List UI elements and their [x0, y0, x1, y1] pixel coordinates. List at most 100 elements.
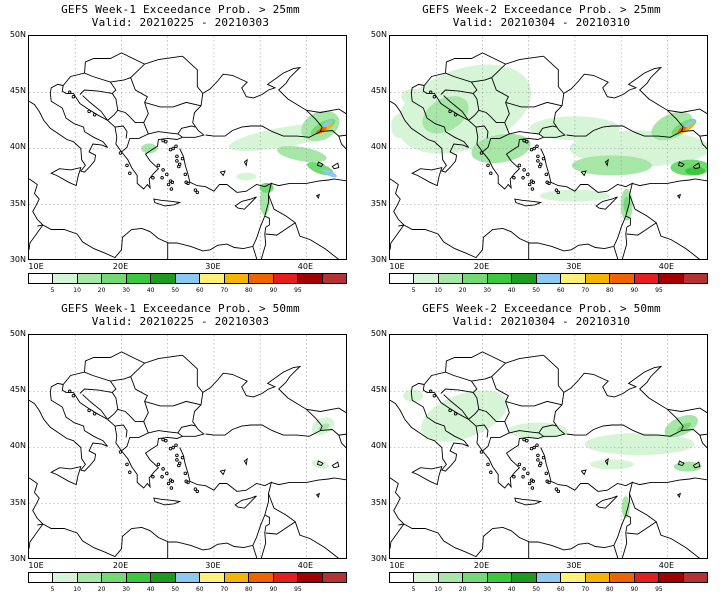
colorbar-tick-label: 90	[269, 287, 278, 294]
lon-tick-label: 20E	[112, 262, 129, 271]
colorbar-segment	[585, 274, 611, 283]
colorbar-segment	[322, 573, 347, 582]
lon-tick-label: 40E	[297, 561, 314, 570]
colorbar-segment	[634, 274, 660, 283]
colorbar-tick-label: 40	[146, 586, 155, 593]
colorbar-segment	[463, 274, 488, 283]
colorbar-tick-label: 40	[507, 586, 516, 593]
coastlines	[29, 52, 346, 259]
lat-tick-label: 40N	[370, 441, 387, 450]
colorbar-segment	[438, 274, 464, 283]
colorbar-segment	[53, 274, 78, 283]
coastlines	[29, 351, 346, 558]
colorbar-tick-label: 10	[73, 287, 81, 294]
colorbar-segment	[390, 274, 415, 283]
lat-tick-label: 50N	[9, 329, 26, 338]
lat-tick-label: 35N	[9, 498, 26, 507]
colorbar-tick-label: 5	[50, 287, 55, 294]
colorbar-segment	[610, 573, 635, 582]
lat-tick-label: 30N	[370, 554, 387, 563]
colorbar-tick-label: 10	[434, 287, 442, 294]
map-panel-2: GEFS Week-2 Exceedance Prob. > 25mm Valid…	[361, 0, 722, 299]
map-frame	[28, 35, 347, 260]
lat-tick-label: 30N	[9, 554, 26, 563]
colorbar-segment	[77, 573, 103, 582]
lat-tick-label: 50N	[9, 30, 26, 39]
colorbar-tick-label: 40	[146, 287, 155, 294]
colorbar-tick-label: 40	[507, 287, 516, 294]
colorbar-segment	[536, 274, 562, 283]
colorbar-segment	[487, 573, 513, 582]
colorbar-tick-label: 80	[244, 586, 253, 593]
colorbar-segment	[561, 573, 586, 582]
colorbar-segment	[249, 274, 274, 283]
colorbar-segment	[298, 274, 323, 283]
colorbar-segment	[659, 274, 684, 283]
colorbar-tick-label: 90	[269, 586, 278, 593]
colorbar-tick-label: 50	[171, 287, 180, 294]
colorbar-tick-label: 50	[171, 586, 180, 593]
colorbar-segment	[585, 573, 611, 582]
precip-shading	[391, 64, 707, 221]
colorbar-segment	[536, 573, 562, 582]
colorbar-tick-label: 95	[294, 586, 302, 593]
map-canvas	[29, 335, 346, 558]
colorbar-tick-label: 30	[122, 287, 131, 294]
panel-title: GEFS Week-2 Exceedance Prob. > 50mm	[422, 302, 661, 315]
lat-tick-label: 40N	[370, 142, 387, 151]
coastlines	[390, 52, 707, 259]
colorbar-tick-label: 70	[581, 586, 590, 593]
lon-tick-label: 30E	[205, 262, 221, 271]
colorbar-segment	[224, 274, 250, 283]
precip-shading	[403, 389, 702, 519]
colorbar-segment	[126, 274, 152, 283]
colorbar-tick-label: 20	[97, 586, 106, 593]
colorbar-tick-label: 80	[605, 586, 614, 593]
colorbar-tick-label: 30	[483, 586, 492, 593]
colorbar-segment	[683, 274, 708, 283]
colorbar-segment	[561, 274, 586, 283]
colorbar-tick-label: 30	[122, 586, 131, 593]
colorbar-segment	[29, 573, 54, 582]
lat-tick-label: 45N	[370, 385, 387, 394]
colorbar-segment	[151, 274, 176, 283]
colorbar-tick-label: 95	[655, 287, 663, 294]
colorbar-segment	[53, 573, 78, 582]
lon-tick-label: 40E	[658, 262, 675, 271]
map-canvas	[29, 36, 346, 259]
colorbar-segment	[512, 573, 537, 582]
panel-valid-dates: Valid: 20210304 - 20210310	[452, 16, 631, 29]
colorbar-segment	[487, 274, 513, 283]
map-panel-3: GEFS Week-1 Exceedance Prob. > 50mm Valid…	[0, 299, 361, 598]
colorbar-segment	[200, 274, 225, 283]
colorbar-segment	[634, 573, 660, 582]
lat-tick-label: 50N	[370, 30, 387, 39]
colorbar-tick-label: 60	[556, 287, 565, 294]
colorbar-tick-label: 60	[195, 586, 204, 593]
colorbar-tick-label: 70	[581, 287, 590, 294]
colorbar-segment	[200, 573, 225, 582]
colorbar-tick-label: 60	[556, 586, 565, 593]
colorbar-tick-label: 10	[434, 586, 442, 593]
colorbar-segment	[273, 573, 299, 582]
lon-tick-label: 10E	[28, 262, 44, 271]
colorbar-tick-label: 80	[605, 287, 614, 294]
colorbar-segment	[249, 573, 274, 582]
panel-title: GEFS Week-1 Exceedance Prob. > 50mm	[61, 302, 300, 315]
map-frame	[389, 35, 708, 260]
lat-tick-label: 35N	[370, 498, 387, 507]
lon-tick-label: 30E	[566, 561, 582, 570]
colorbar-tick-label: 60	[195, 287, 204, 294]
colorbar-segment	[414, 573, 439, 582]
colorbar-tick-label: 20	[97, 287, 106, 294]
map-frame	[389, 334, 708, 559]
map-canvas	[390, 36, 707, 259]
coastlines	[390, 351, 707, 558]
colorbar	[28, 572, 347, 583]
colorbar-tick-label: 80	[244, 287, 253, 294]
colorbar-tick-label: 20	[458, 586, 467, 593]
panel-valid-dates: Valid: 20210225 - 20210303	[91, 315, 270, 328]
lon-tick-label: 10E	[28, 561, 44, 570]
colorbar-segment	[273, 274, 299, 283]
colorbar-segment	[610, 274, 635, 283]
